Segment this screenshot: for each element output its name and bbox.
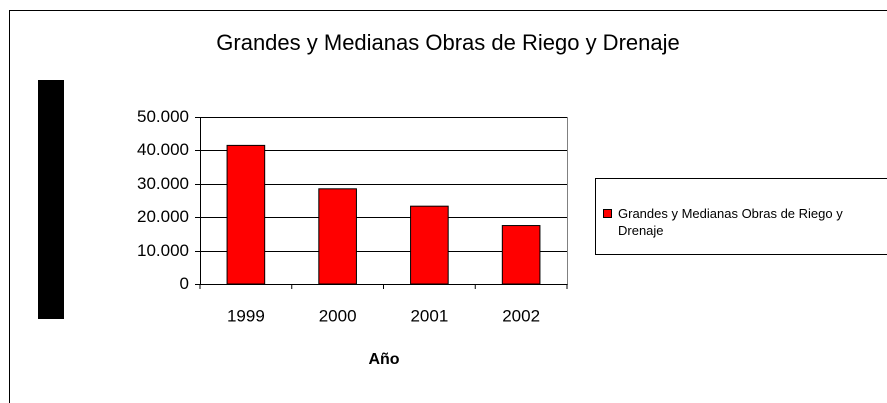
bar <box>318 188 357 285</box>
y-tick-label: 40.000 <box>137 140 189 159</box>
bar <box>501 225 541 285</box>
x-tick-label: 2000 <box>319 306 357 325</box>
y-tick-label: 10.000 <box>137 241 189 260</box>
legend-label: Grandes y Medianas Obras de Riego y Dren… <box>618 206 843 238</box>
legend-marker <box>603 209 612 218</box>
y-tick-label: 50.000 <box>137 107 189 126</box>
bar <box>226 144 266 285</box>
y-tick-label: 20.000 <box>137 207 189 226</box>
x-tick-label: 2001 <box>410 306 448 325</box>
x-tick-label: 1999 <box>227 306 265 325</box>
y-tick-label: 30.000 <box>137 174 189 193</box>
chart-title: Grandes y Medianas Obras de Riego y Dren… <box>216 30 679 55</box>
legend-box <box>595 178 887 255</box>
y-axis-label-block <box>38 80 64 319</box>
y-tick-label: 0 <box>180 274 189 293</box>
x-tick-label: 2002 <box>502 306 540 325</box>
bar <box>410 205 449 285</box>
x-axis-label: Año <box>368 351 399 368</box>
